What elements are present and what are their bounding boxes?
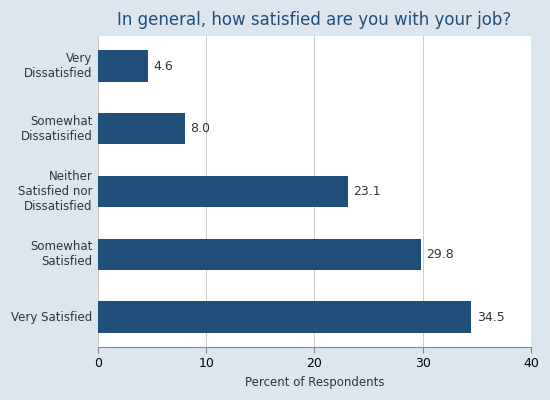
- Text: 34.5: 34.5: [477, 311, 504, 324]
- Text: 4.6: 4.6: [153, 60, 173, 72]
- Bar: [98, 50, 148, 82]
- Bar: [98, 239, 421, 270]
- Text: 29.8: 29.8: [426, 248, 454, 261]
- Bar: [98, 302, 471, 333]
- Bar: [98, 113, 184, 144]
- Bar: [98, 176, 348, 207]
- Text: 8.0: 8.0: [190, 122, 210, 135]
- X-axis label: Percent of Respondents: Percent of Respondents: [245, 376, 384, 389]
- Text: 23.1: 23.1: [354, 185, 381, 198]
- Title: In general, how satisfied are you with your job?: In general, how satisfied are you with y…: [117, 11, 512, 29]
